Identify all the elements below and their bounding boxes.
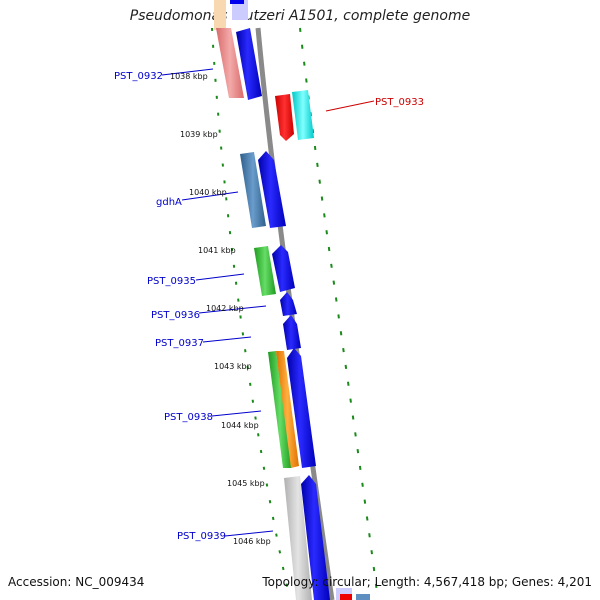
gene-gdha [240, 152, 266, 228]
gene-pst-0932 [216, 28, 244, 98]
leader-pst-0935 [195, 273, 245, 281]
gene-blue-4 [287, 348, 316, 468]
leader-pst-0939 [224, 530, 274, 537]
gene-pst-0935 [254, 246, 276, 296]
gene-blue-3 [272, 245, 295, 292]
gene-top-blue [230, 0, 244, 4]
leader-pst-0938 [211, 410, 262, 417]
tick-label: 1042 kbp [206, 304, 244, 313]
gene-blue-5 [301, 475, 330, 600]
tick-label: 1046 kbp [233, 537, 271, 546]
gene-label-pst-0932: PST_0932 [114, 71, 163, 82]
gene-pst-0939 [284, 476, 312, 600]
gene-label-pst-0936: PST_0936 [151, 310, 200, 321]
gene-bottom-steel [356, 594, 370, 600]
gene-label-pst-0937: PST_0937 [155, 338, 204, 349]
tick-label: 1045 kbp [227, 479, 265, 488]
tick-label: 1043 kbp [214, 362, 252, 371]
gene-blue-2 [258, 151, 286, 228]
leader-pst-0933 [325, 100, 375, 112]
gene-label-pst-0938: PST_0938 [164, 412, 213, 423]
gene-label-pst-0933: PST_0933 [375, 97, 424, 108]
tick-label: 1044 kbp [221, 421, 259, 430]
gene-top-peach [214, 0, 226, 30]
gene-blue-1 [236, 28, 262, 100]
gene-cyan-1 [292, 90, 314, 140]
tick-label: 1039 kbp [180, 130, 218, 139]
leader-gdha [181, 191, 239, 201]
tick-label: 1040 kbp [189, 188, 227, 197]
gene-pst-0937 [283, 315, 301, 350]
gene-bottom-red [340, 594, 352, 600]
gene-pst-0933 [275, 94, 294, 141]
genome-summary-text: Topology: circular; Length: 4,567,418 bp… [262, 575, 592, 589]
gene-pst-0936 [280, 292, 297, 316]
accession-text: Accession: NC_009434 [8, 575, 145, 589]
gene-label-gdha: gdhA [156, 197, 182, 208]
leader-pst-0937 [202, 336, 252, 343]
gene-label-pst-0939: PST_0939 [177, 531, 226, 542]
gene-pst-0938 [268, 351, 292, 468]
gene-orange [276, 351, 299, 468]
leader-pst-0932 [161, 68, 214, 76]
leader-pst-0936 [198, 305, 267, 314]
gene-label-pst-0935: PST_0935 [147, 276, 196, 287]
tick-label: 1041 kbp [198, 246, 236, 255]
gene-top-lavender [232, 0, 248, 20]
tick-label: 1038 kbp [170, 72, 208, 81]
